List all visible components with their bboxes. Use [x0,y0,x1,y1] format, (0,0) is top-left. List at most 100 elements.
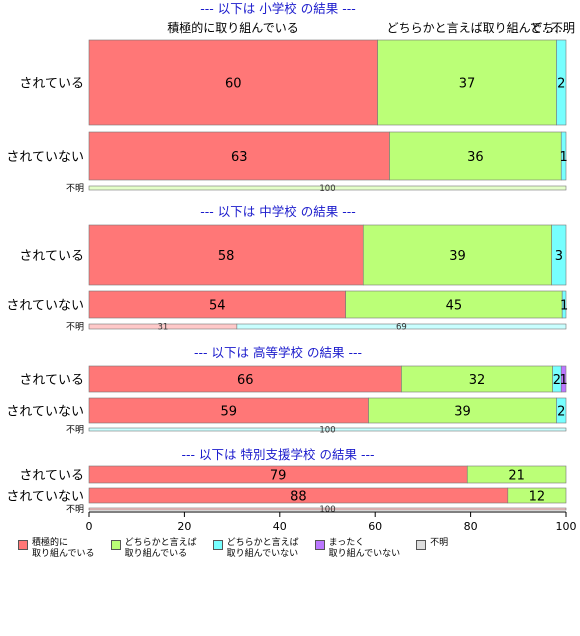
data-label: 36 [467,150,484,165]
top-label-0: 積極的に取り組んでいる [167,20,298,35]
x-tick-label: 80 [464,520,478,533]
bar-segment [88,185,567,191]
bar-segment [362,224,552,286]
legend-item: どちらかと言えば 取り組んでいる [110,538,197,560]
top-label-2: どち... [530,21,565,35]
bar-segment [466,465,567,484]
data-label: 100 [319,505,335,515]
bar-row: 不明 31 69 [66,322,567,333]
category-label: されている [19,373,84,388]
panel-title: --- 以下は 特別支援学校 の結果 --- [182,447,375,462]
category-label: されていない [6,150,84,165]
category-label: されている [19,249,84,264]
category-label: 不明 [66,504,84,515]
x-tick-label: 100 [556,520,577,533]
bar-segment [88,39,378,126]
top-label-1: どちらかと言えば取り組んで... [387,21,554,35]
legend-swatch [18,540,28,550]
data-label: 66 [237,373,254,388]
legend-label: 不明 [430,538,449,548]
chart-panels: --- 以下は 小学校 の結果 --- されている 60 37 2 されていない 63 36 1… [6,1,568,515]
data-label: 63 [231,150,248,165]
x-tick-label: 40 [273,520,287,533]
data-label: 100 [319,426,335,436]
bar-row: されている 66 32 21 [19,365,568,393]
bar-segment [561,290,567,319]
legend-swatch [110,540,121,550]
legend-label: どちらかと言えば 取り組んでいる [124,538,197,559]
bar-segment [88,224,364,286]
bar-segment [345,290,563,319]
x-axis: 0 20 40 60 80 100 [86,511,577,533]
panel-1: --- 以下は 中学校 の結果 --- されている 58 39 3 されていない 54 45 1… [6,204,568,333]
legend-swatch [314,540,325,550]
data-label: 32 [469,373,486,388]
data-label: 39 [454,405,471,420]
data-label: 79 [270,469,287,484]
category-label: 不明 [66,425,84,436]
data-label: 2 [557,405,565,420]
data-label: 60 [225,77,242,92]
legend-swatch [416,540,427,550]
data-label: 1 [559,150,567,165]
bar-row: されている 60 37 2 [19,39,567,126]
bar-segment [88,397,369,424]
data-label: 31 [158,323,169,333]
top-label-3: 不明 [551,21,575,35]
bar-segment [560,365,567,393]
bar-segment [389,131,562,181]
data-label: 88 [290,490,307,505]
category-label: されていない [6,405,84,420]
bar-segment [88,427,567,432]
panel-title: --- 以下は 小学校 の結果 --- [200,1,355,16]
category-label: 不明 [66,183,84,194]
category-label: されている [19,469,84,484]
bar-row: 不明 100 [66,425,567,436]
data-label: 1 [559,373,567,388]
bar-segment [551,224,567,286]
data-label: 1 [560,299,568,314]
legend-label: まったく 取り組んでいない [328,538,401,559]
data-label: 69 [396,323,407,333]
data-label: 37 [459,77,476,92]
legend-label: どちらかと言えば 取り組んでいない [226,538,299,559]
data-label: 58 [218,249,235,264]
bar-row: されている 79 21 [19,465,567,484]
legend-item: 積極的に 取り組んでいる [18,538,95,560]
data-label: 45 [446,299,463,314]
data-label: 100 [319,184,335,194]
data-label: 3 [555,249,563,264]
panel-title: --- 以下は 中学校 の結果 --- [200,204,355,219]
bar-segment [368,397,557,424]
legend-label: 積極的に 取り組んでいる [32,538,95,559]
legend-swatch [212,540,223,550]
category-label: されている [19,77,84,92]
x-tick-label: 20 [177,520,191,533]
bar-segment [88,290,346,319]
x-tick-label: 60 [368,520,382,533]
data-label: 54 [209,299,226,314]
data-label: 59 [220,405,237,420]
bar-segment [88,131,390,181]
bar-row: 不明 100 [66,504,567,515]
category-label: されていない [6,299,84,314]
data-label: 2 [553,373,561,388]
bar-segment [88,507,567,511]
legend: 積極的に 取り組んでいる どちらかと言えば 取り組んでいる どちらかと言えば 取り組… [18,538,578,560]
panel-0: --- 以下は 小学校 の結果 --- されている 60 37 2 されていない 63 36 1… [6,1,567,194]
legend-item: 不明 [416,538,448,560]
bar-row: されていない 54 45 1 [6,290,568,319]
panel-3: --- 以下は 特別支援学校 の結果 --- されている 79 21 されていない 88 1… [6,447,567,515]
data-label: 39 [449,249,466,264]
category-label: されていない [6,490,84,505]
top-labels: 積極的に取り組んでいる どちらかと言えば取り組んで...どち...不明 [167,20,575,35]
bar-row: されていない 63 36 1 [6,131,568,181]
legend-item: どちらかと言えば 取り組んでいない [212,538,299,560]
category-label: 不明 [66,322,84,333]
data-label: 21 [508,469,525,484]
data-label: 12 [529,490,546,505]
bar-segment [236,323,567,330]
bar-row: されていない 88 12 [6,487,567,505]
